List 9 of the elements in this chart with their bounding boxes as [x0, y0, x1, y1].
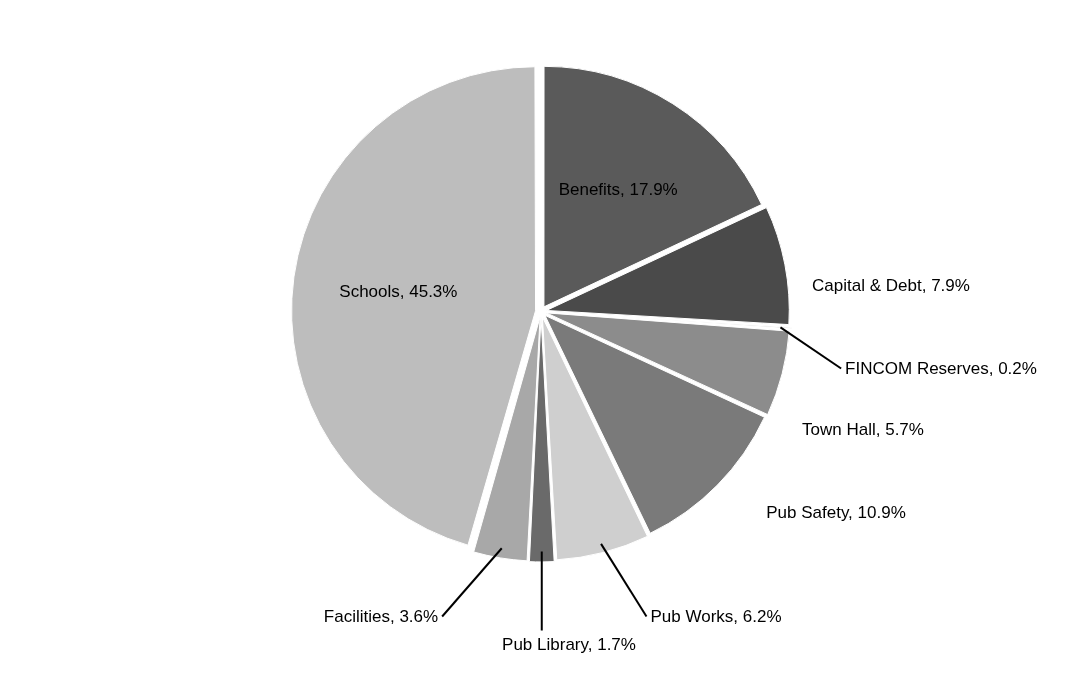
slice-label: Pub Safety, 10.9%: [766, 501, 906, 524]
slice-label: Town Hall, 5.7%: [802, 418, 924, 441]
slice-label: FINCOM Reserves, 0.2%: [845, 357, 1037, 380]
slice-label: Facilities, 3.6%: [323, 605, 439, 628]
slice-label: Capital & Debt, 7.9%: [812, 274, 970, 297]
slice-label: Pub Works, 6.2%: [650, 605, 782, 628]
slice-label: Pub Library, 1.7%: [502, 633, 636, 656]
slice-label: Benefits, 17.9%: [558, 178, 678, 201]
slice-label: Schools, 45.3%: [339, 280, 458, 303]
